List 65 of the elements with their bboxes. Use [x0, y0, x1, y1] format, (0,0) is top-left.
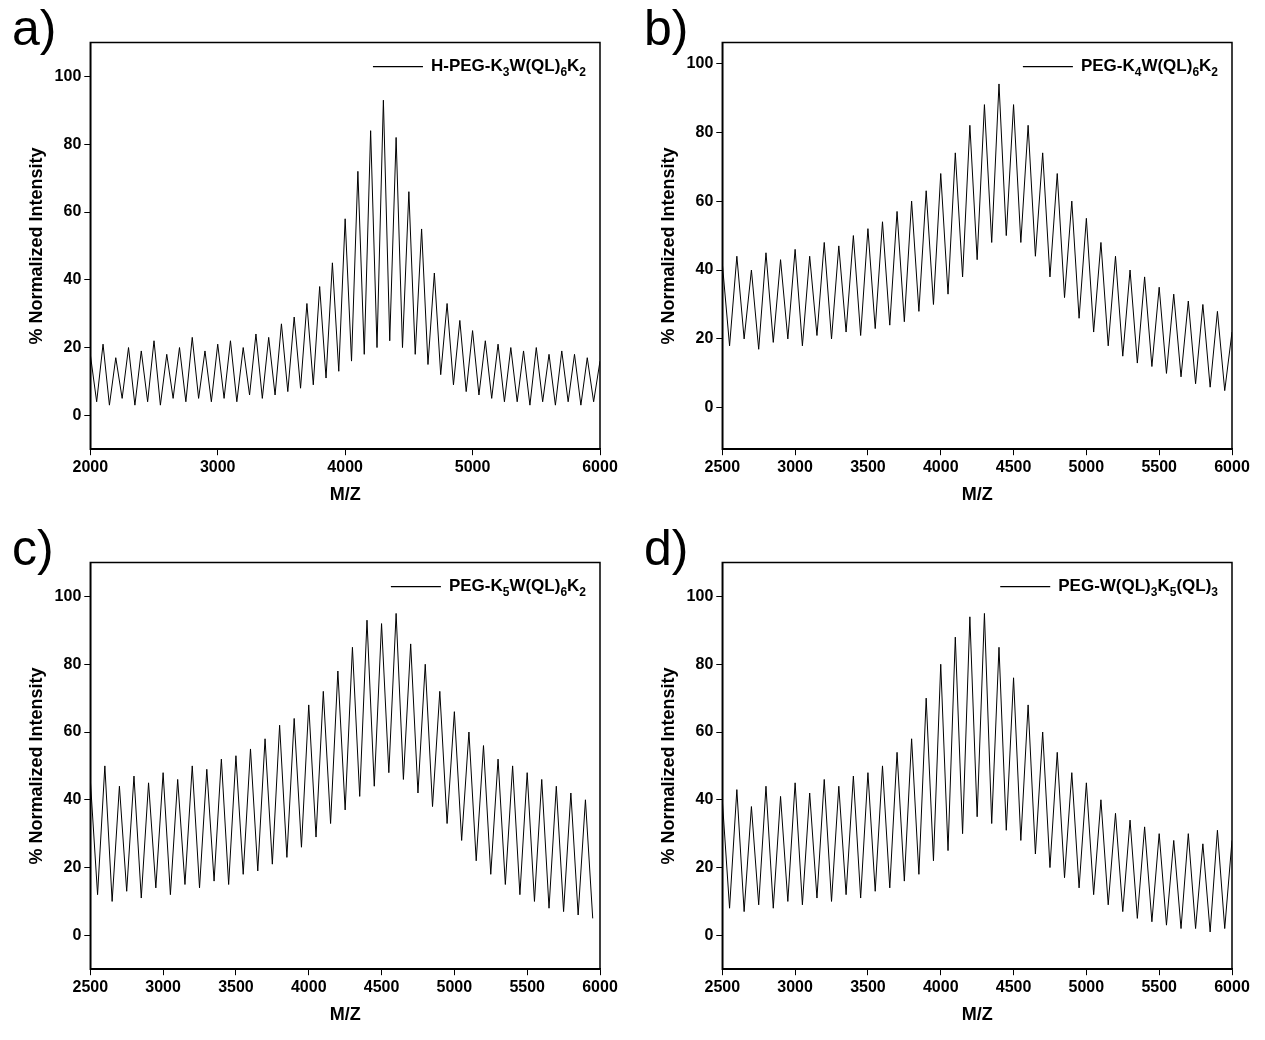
x-tick-label: 5500	[1141, 978, 1178, 996]
y-tick-label: 0	[704, 925, 714, 943]
text: d)	[644, 520, 689, 576]
x-axis-title: M/Z	[329, 1004, 361, 1025]
x-tick-label: 5000	[436, 978, 473, 996]
x-tick-label: 4000	[922, 458, 959, 476]
y-tick-label: 20	[695, 329, 714, 347]
y-tick-label: 40	[63, 790, 82, 808]
text: a)	[12, 0, 57, 56]
x-tick-label: 2500	[72, 978, 109, 996]
x-tick-label: 6000	[582, 458, 618, 476]
x-axis-title: M/Z	[961, 484, 993, 505]
y-tick-label: 60	[63, 202, 82, 220]
x-tick-label: 5500	[1141, 458, 1178, 476]
x-tick-label: 6000	[1214, 978, 1250, 996]
y-tick-label: 20	[63, 857, 82, 875]
y-tick-label: 100	[54, 66, 82, 84]
x-tick-label: 4000	[327, 458, 364, 476]
x-tick-label: 4000	[922, 978, 959, 996]
x-tick-label: 6000	[1214, 458, 1250, 476]
x-tick-label: 4500	[995, 458, 1032, 476]
y-axis-title: % Normalized Intensity	[657, 667, 678, 865]
y-tick-label: 20	[695, 857, 714, 875]
x-axis-title: M/Z	[961, 1004, 993, 1025]
y-tick-label: 80	[63, 134, 82, 152]
y-tick-label: 60	[695, 722, 714, 740]
text: b)	[644, 0, 689, 56]
x-tick-label: 3500	[218, 978, 254, 996]
y-tick-label: 20	[63, 337, 82, 355]
x-tick-label: 5000	[1068, 978, 1105, 996]
x-tick-label: 5000	[1068, 458, 1105, 476]
y-tick-label: 40	[695, 260, 714, 278]
y-tick-label: 100	[54, 586, 82, 604]
y-axis-title: % Normalized Intensity	[25, 667, 46, 865]
y-tick-label: 80	[63, 654, 82, 672]
y-axis-title: % Normalized Intensity	[25, 147, 46, 345]
text: c)	[12, 520, 54, 576]
x-tick-label: 4500	[995, 978, 1032, 996]
x-tick-label: 3500	[850, 458, 886, 476]
x-axis-title: M/Z	[329, 484, 361, 505]
y-tick-label: 100	[686, 586, 714, 604]
x-tick-label: 5000	[454, 458, 491, 476]
y-tick-label: 80	[695, 122, 714, 140]
y-tick-label: 0	[72, 405, 82, 423]
y-axis-title: % Normalized Intensity	[657, 147, 678, 345]
x-tick-label: 5500	[509, 978, 546, 996]
x-tick-label: 2500	[704, 978, 741, 996]
y-tick-label: 0	[704, 398, 714, 416]
y-tick-label: 40	[63, 270, 82, 288]
y-tick-label: 40	[695, 790, 714, 808]
x-tick-label: 2500	[704, 458, 741, 476]
y-tick-label: 100	[686, 53, 714, 71]
x-tick-label: 3500	[850, 978, 886, 996]
y-tick-label: 0	[72, 925, 82, 943]
x-tick-label: 3000	[777, 978, 814, 996]
x-tick-label: 4000	[290, 978, 327, 996]
y-tick-label: 60	[63, 722, 82, 740]
x-tick-label: 6000	[582, 978, 618, 996]
x-tick-label: 4500	[363, 978, 400, 996]
y-tick-label: 80	[695, 654, 714, 672]
x-tick-label: 3000	[145, 978, 182, 996]
y-tick-label: 60	[695, 191, 714, 209]
x-tick-label: 3000	[199, 458, 236, 476]
x-tick-label: 2000	[72, 458, 109, 476]
x-tick-label: 3000	[777, 458, 814, 476]
